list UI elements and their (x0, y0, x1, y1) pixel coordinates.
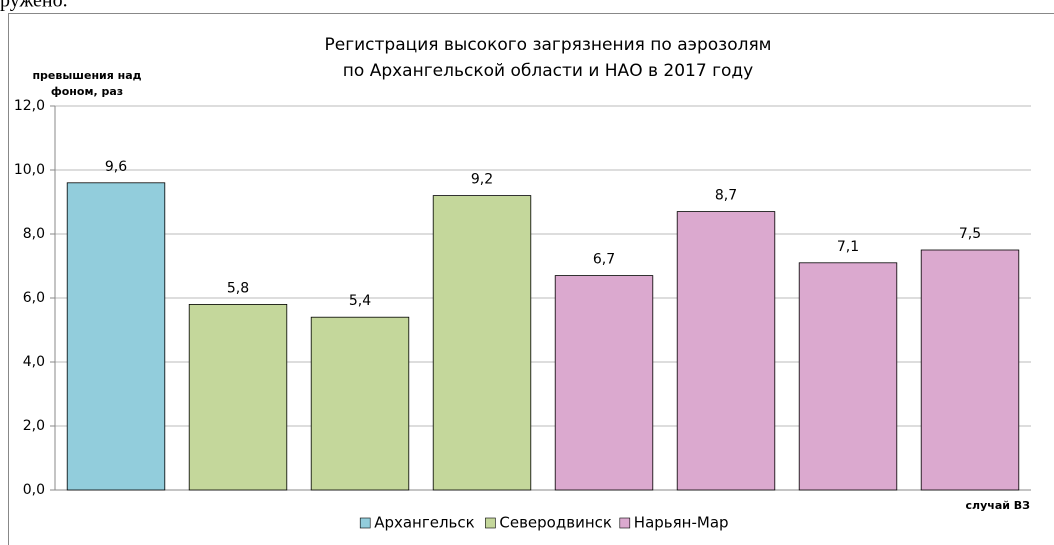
legend-label: Северодвинск (499, 514, 612, 532)
value-label: 9,2 (471, 172, 493, 188)
value-label: 8,7 (715, 188, 737, 204)
y-tick-label: 4,0 (23, 354, 45, 370)
legend-label: Нарьян-Мар (634, 514, 729, 532)
legend-label: Архангельск (374, 514, 475, 532)
legend-swatch (485, 517, 496, 529)
legend-swatch (619, 517, 631, 529)
x-axis-label: случай ВЗ (966, 499, 1031, 512)
chart-title: Регистрация высокого загрязнения по аэро… (324, 35, 771, 55)
chart-title: по Архангельской области и НАО в 2017 го… (343, 61, 753, 81)
value-label: 5,4 (349, 293, 371, 309)
y-tick-label: 0,0 (23, 482, 45, 498)
y-tick-label: 10,0 (14, 162, 45, 178)
bar (188, 303, 288, 491)
y-axis-label: превышения над (32, 69, 141, 82)
y-tick-label: 8,0 (23, 226, 45, 242)
caption-fragment: ружено. (0, 0, 68, 12)
bar (798, 262, 898, 491)
y-axis-label: фоном, раз (51, 85, 123, 98)
bar (554, 275, 654, 491)
bar (310, 316, 410, 491)
value-label: 5,8 (227, 280, 249, 296)
y-tick-label: 12,0 (14, 98, 45, 114)
y-tick-label: 2,0 (23, 418, 45, 434)
bar (920, 249, 1020, 491)
value-label: 7,5 (959, 226, 981, 242)
legend-swatch (359, 517, 371, 529)
value-label: 6,7 (593, 252, 615, 268)
bar (432, 195, 532, 491)
bar (66, 182, 166, 491)
bar (676, 211, 776, 491)
y-tick-label: 6,0 (23, 290, 45, 306)
value-label: 9,6 (105, 159, 127, 175)
value-label: 7,1 (837, 239, 859, 255)
